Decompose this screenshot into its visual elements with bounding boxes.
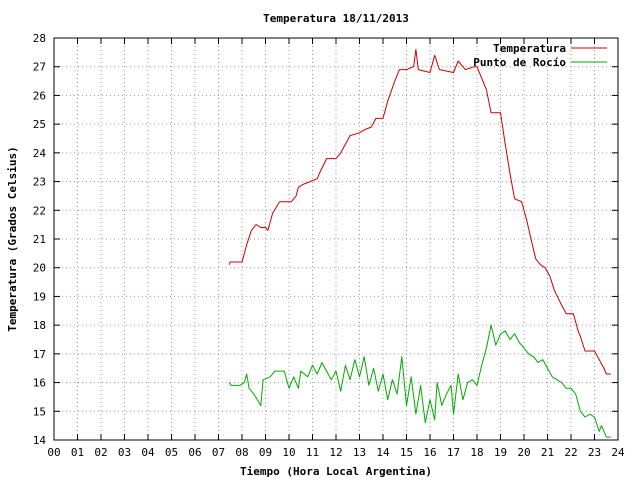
legend-label-punto-de-rocio: Punto de Rocío [473, 56, 566, 69]
y-tick-label: 26 [33, 89, 46, 102]
x-tick-label: 19 [494, 446, 507, 459]
y-tick-label: 22 [33, 204, 46, 217]
series-line-punto-de-rocio [228, 324, 611, 438]
grid-lines [54, 38, 618, 440]
y-tick-label: 28 [33, 32, 46, 45]
y-tick-label: 19 [33, 290, 46, 303]
x-tick-label: 05 [165, 446, 178, 459]
y-tick-label: 15 [33, 405, 46, 418]
y-tick-label: 20 [33, 262, 46, 275]
x-tick-label: 22 [564, 446, 577, 459]
x-axis-label: Tiempo (Hora Local Argentina) [240, 465, 432, 478]
x-tick-label: 02 [94, 446, 107, 459]
x-tick-label: 10 [282, 446, 295, 459]
series-group [228, 49, 611, 438]
x-tick-label: 01 [71, 446, 84, 459]
y-tick-label: 25 [33, 118, 46, 131]
x-tick-label: 07 [212, 446, 225, 459]
x-tick-label: 24 [611, 446, 625, 459]
x-tick-label: 08 [235, 446, 248, 459]
x-tick-label: 17 [447, 446, 460, 459]
x-tick-label: 03 [118, 446, 131, 459]
y-axis-label: Temperatura (Grados Celsius) [6, 146, 19, 331]
y-tick-label: 14 [33, 434, 47, 447]
series-line-temperatura [228, 49, 611, 375]
x-tick-label: 23 [588, 446, 601, 459]
x-tick-label: 09 [259, 446, 272, 459]
y-tick-label: 17 [33, 348, 46, 361]
y-tick-label: 24 [33, 147, 47, 160]
y-tick-label: 23 [33, 176, 46, 189]
x-tick-label: 13 [353, 446, 366, 459]
x-tick-label: 06 [188, 446, 201, 459]
x-tick-label: 21 [541, 446, 554, 459]
x-tick-label: 16 [423, 446, 436, 459]
plot-frame [53, 37, 619, 441]
x-tick-label: 15 [400, 446, 413, 459]
legend-label-temperatura: Temperatura [493, 42, 566, 55]
y-tick-label: 27 [33, 61, 46, 74]
x-tick-label: 12 [329, 446, 342, 459]
x-tick-label: 04 [141, 446, 155, 459]
y-tick-label: 18 [33, 319, 46, 332]
x-tick-label: 00 [47, 446, 60, 459]
y-tick-label: 16 [33, 377, 46, 390]
y-tick-label: 21 [33, 233, 46, 246]
x-axis-ticks: 00 01 02 03 04 05 06 07 08 09 10 11 12 13 14 15 16 17 18 19… [47, 38, 625, 459]
x-tick-label: 20 [517, 446, 530, 459]
x-tick-label: 11 [306, 446, 319, 459]
chart-title: Temperatura 18/11/2013 [263, 12, 409, 25]
legend: Temperatura Punto de Rocío [473, 42, 607, 69]
x-tick-label: 18 [470, 446, 483, 459]
x-tick-label: 14 [376, 446, 390, 459]
y-axis-ticks: 14 15 16 17 18 19 20 21 22 23 24 25 26 27 28 [33, 32, 618, 447]
